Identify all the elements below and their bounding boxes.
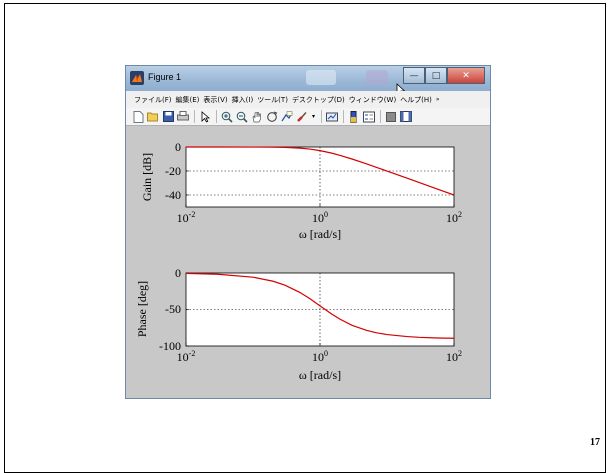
menu-insert[interactable]: 挿入(I) [231,95,254,104]
menu-view[interactable]: 表示(V) [203,95,228,104]
gain-xtick-label: 102 [446,210,462,225]
link-plot-icon[interactable] [326,111,338,123]
gain-ytick-label: 0 [175,140,181,154]
gain-xaxis-label: ω [rad/s] [299,227,341,241]
menu-tools[interactable]: ツール(T) [257,95,288,104]
menu-file[interactable]: ファイル(F) [134,95,172,104]
zoom-in-icon[interactable] [221,111,233,123]
figure-window[interactable]: Figure 1 — □ ✕ ファイル(F) 編集(E) 表示(V) 挿入(I)… [125,65,491,399]
zoom-out-icon[interactable] [236,111,248,123]
phase-ytick-label: -100 [159,339,181,353]
gain-xtick-label: 10-2 [177,210,196,225]
brush-dropdown-chevron-icon[interactable]: ▾ [311,113,315,120]
menu-desktop[interactable]: デスクトップ(D) [291,95,345,104]
maximize-button[interactable]: □ [425,67,447,84]
open-file-icon[interactable] [147,111,159,123]
show-plot-tools-icon[interactable] [400,111,412,123]
phase-xaxis-label: ω [rad/s] [299,368,341,382]
title-bar-reflection [306,70,336,85]
toolbar-separator [321,110,322,123]
close-button[interactable]: ✕ [447,67,485,84]
colorbar-icon[interactable] [348,110,360,123]
title-bar-reflection [366,70,388,85]
gain-curve [186,146,455,196]
gain-plot: 0 -20 -40 10-2 100 102 ω [rad/s] Gain [d… [140,140,462,241]
legend-icon[interactable] [363,111,375,123]
menu-overflow-chevron-icon[interactable]: » [435,96,440,103]
window-title: Figure 1 [148,72,182,82]
phase-curve [185,272,455,339]
menu-edit[interactable]: 編集(E) [175,95,200,104]
phase-tick-marks [185,272,455,347]
toolbar-separator [216,110,217,123]
minimize-button[interactable]: — [403,67,425,84]
figure-toolbar: ▾ [126,108,490,126]
pan-hand-icon[interactable] [251,111,263,123]
edit-plot-arrow-icon[interactable] [199,110,211,123]
figure-canvas[interactable]: 0 -20 -40 10-2 100 102 ω [rad/s] Gain [d… [126,127,490,398]
matlab-logo-icon [130,71,144,85]
phase-xtick-label: 100 [312,349,328,364]
phase-yaxis-label: Phase [deg] [135,281,149,337]
save-icon[interactable] [162,111,174,123]
data-cursor-icon[interactable] [281,110,293,123]
brush-icon[interactable] [296,111,308,123]
gain-ytick-label: -40 [165,188,181,202]
gain-ytick-label: -20 [165,164,181,178]
phase-ytick-label: -50 [165,302,181,316]
window-controls: — □ ✕ [403,67,485,84]
new-figure-icon[interactable] [132,110,144,123]
print-icon[interactable] [177,111,189,123]
toolbar-separator [343,110,344,123]
menu-bar: ファイル(F) 編集(E) 表示(V) 挿入(I) ツール(T) デスクトップ(… [126,91,490,108]
toolbar-separator [194,110,195,123]
phase-xtick-label: 102 [446,349,462,364]
phase-grid [186,273,454,346]
title-bar[interactable]: Figure 1 — □ ✕ [126,66,490,97]
slide-page-number: 17 [590,437,600,448]
menu-window[interactable]: ウィンドウ(W) [348,95,397,104]
toolbar-separator [380,110,381,123]
gain-yaxis-label: Gain [dB] [140,153,154,201]
phase-xtick-label: 10-2 [177,349,196,364]
phase-plot: 0 -50 -100 10-2 100 102 ω [rad/s] Phase … [135,266,462,382]
rotate-3d-icon[interactable] [266,111,278,123]
phase-ytick-label: 0 [175,266,181,280]
menu-help[interactable]: ヘルプ(H) [400,95,432,104]
hide-plot-tools-icon[interactable] [385,111,397,123]
gain-xtick-label: 100 [312,210,328,225]
gain-grid [186,147,454,207]
gain-axes-background [185,146,455,208]
